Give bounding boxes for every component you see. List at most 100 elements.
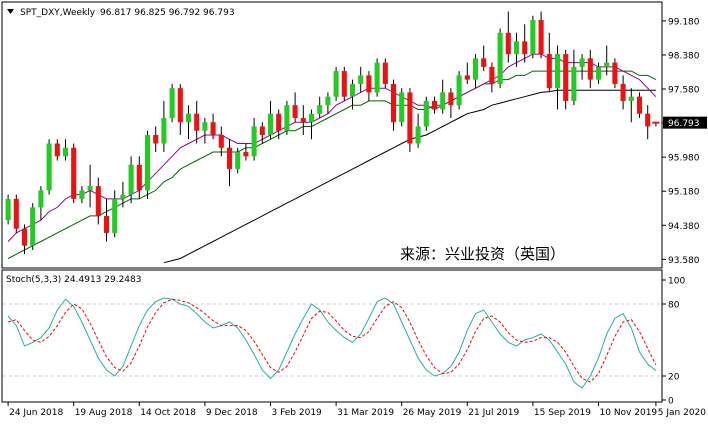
candle-body: [604, 62, 610, 67]
candle-body: [563, 54, 569, 101]
candle: [153, 126, 159, 153]
candle-body: [161, 117, 167, 144]
candle-body: [62, 147, 69, 157]
candle: [79, 186, 85, 204]
candle-body: [235, 152, 241, 170]
candle-body: [636, 96, 643, 114]
candle-body: [136, 164, 142, 191]
candle-body: [595, 66, 602, 80]
candle-body: [144, 135, 151, 191]
candle-body: [226, 147, 233, 170]
price-axis: 99.18098.38097.58096.78095.98095.18094.3…: [662, 17, 707, 266]
candle: [513, 32, 520, 67]
candle-body: [333, 71, 339, 97]
candle-body: [308, 113, 315, 123]
price-tick-label: 95.980: [668, 154, 700, 164]
candle: [497, 28, 503, 89]
candle: [30, 203, 36, 250]
candle: [300, 105, 306, 135]
candle: [161, 100, 167, 153]
candle-body: [79, 190, 85, 199]
candle: [390, 79, 397, 131]
candle: [292, 92, 298, 123]
candle: [595, 62, 602, 84]
candle: [546, 32, 552, 93]
time-tick-label: 24 Jun 2018: [9, 408, 63, 418]
candle-body: [259, 126, 265, 135]
time-tick-label: 26 May 2019: [403, 408, 462, 418]
chart-header-symbol: SPT_DXY,Weekly: [20, 8, 96, 18]
candle: [382, 58, 388, 89]
candle-body: [505, 32, 511, 55]
candle-body: [645, 113, 651, 127]
candle-body: [587, 58, 593, 80]
candle: [38, 186, 44, 221]
candle-body: [202, 122, 208, 131]
candle-body: [415, 126, 421, 144]
candle-body: [554, 54, 561, 89]
time-tick-label: 5 Jan 2020: [658, 408, 706, 418]
candle-body: [276, 113, 282, 131]
candle-body: [46, 143, 52, 191]
candle: [177, 83, 183, 135]
candle: [5, 194, 11, 225]
candle: [358, 66, 364, 93]
stochastic-signal-line: [7, 298, 657, 383]
candle-body: [399, 92, 405, 123]
candle: [144, 130, 151, 199]
candle: [210, 113, 216, 140]
candle: [579, 54, 585, 80]
candle: [374, 58, 380, 97]
candle: [481, 45, 487, 72]
candle-body: [620, 83, 626, 101]
candle-body: [546, 54, 552, 89]
candle: [530, 15, 536, 59]
price-panel: [1, 1, 663, 269]
candle-body: [530, 20, 536, 55]
candle-body: [358, 75, 364, 84]
candle: [366, 71, 372, 101]
candle: [587, 49, 593, 89]
candle: [128, 156, 134, 204]
collapse-arrow-icon[interactable]: [7, 9, 14, 14]
candle-body: [87, 186, 93, 191]
candle: [407, 88, 413, 153]
stochastic-panel: [1, 269, 663, 403]
candle-body: [95, 186, 101, 216]
candle: [194, 100, 200, 144]
candle: [284, 100, 290, 135]
candle-body: [571, 66, 577, 101]
time-tick-label: 9 Dec 2018: [206, 408, 258, 418]
candle: [235, 147, 241, 174]
candle: [71, 143, 77, 204]
last-price-label: 96.793: [668, 119, 700, 129]
candle-body: [628, 96, 634, 101]
time-axis: 24 Jun 2018 19 Aug 2018 14 Oct 2018 9 Dec 2…: [7, 402, 706, 418]
stochastic-tick-label: 100: [668, 277, 685, 287]
candle-body: [13, 198, 19, 229]
time-tick-label: 21 Jul 2019: [468, 408, 519, 418]
candle: [456, 71, 462, 110]
candle-body: [472, 58, 479, 80]
time-tick-label: 15 Sep 2019: [534, 408, 591, 418]
candle-body: [54, 143, 60, 157]
candle-body: [267, 113, 274, 135]
price-tick-label: 94.380: [668, 222, 700, 232]
candle-body: [456, 75, 462, 106]
candle: [431, 96, 438, 114]
candle: [276, 109, 282, 140]
candle-body: [185, 113, 192, 123]
chart-header-ohlc: 96.817 96.825 96.792 96.793: [100, 8, 235, 18]
candle: [333, 66, 339, 101]
candle: [415, 113, 421, 148]
candle: [226, 139, 233, 187]
candle-body: [5, 198, 11, 221]
candle: [440, 79, 446, 114]
candle-body: [341, 71, 347, 97]
candle: [554, 45, 561, 110]
candle: [62, 139, 69, 161]
candle-body: [128, 164, 134, 195]
candle: [448, 88, 454, 118]
candle-body: [481, 58, 487, 67]
